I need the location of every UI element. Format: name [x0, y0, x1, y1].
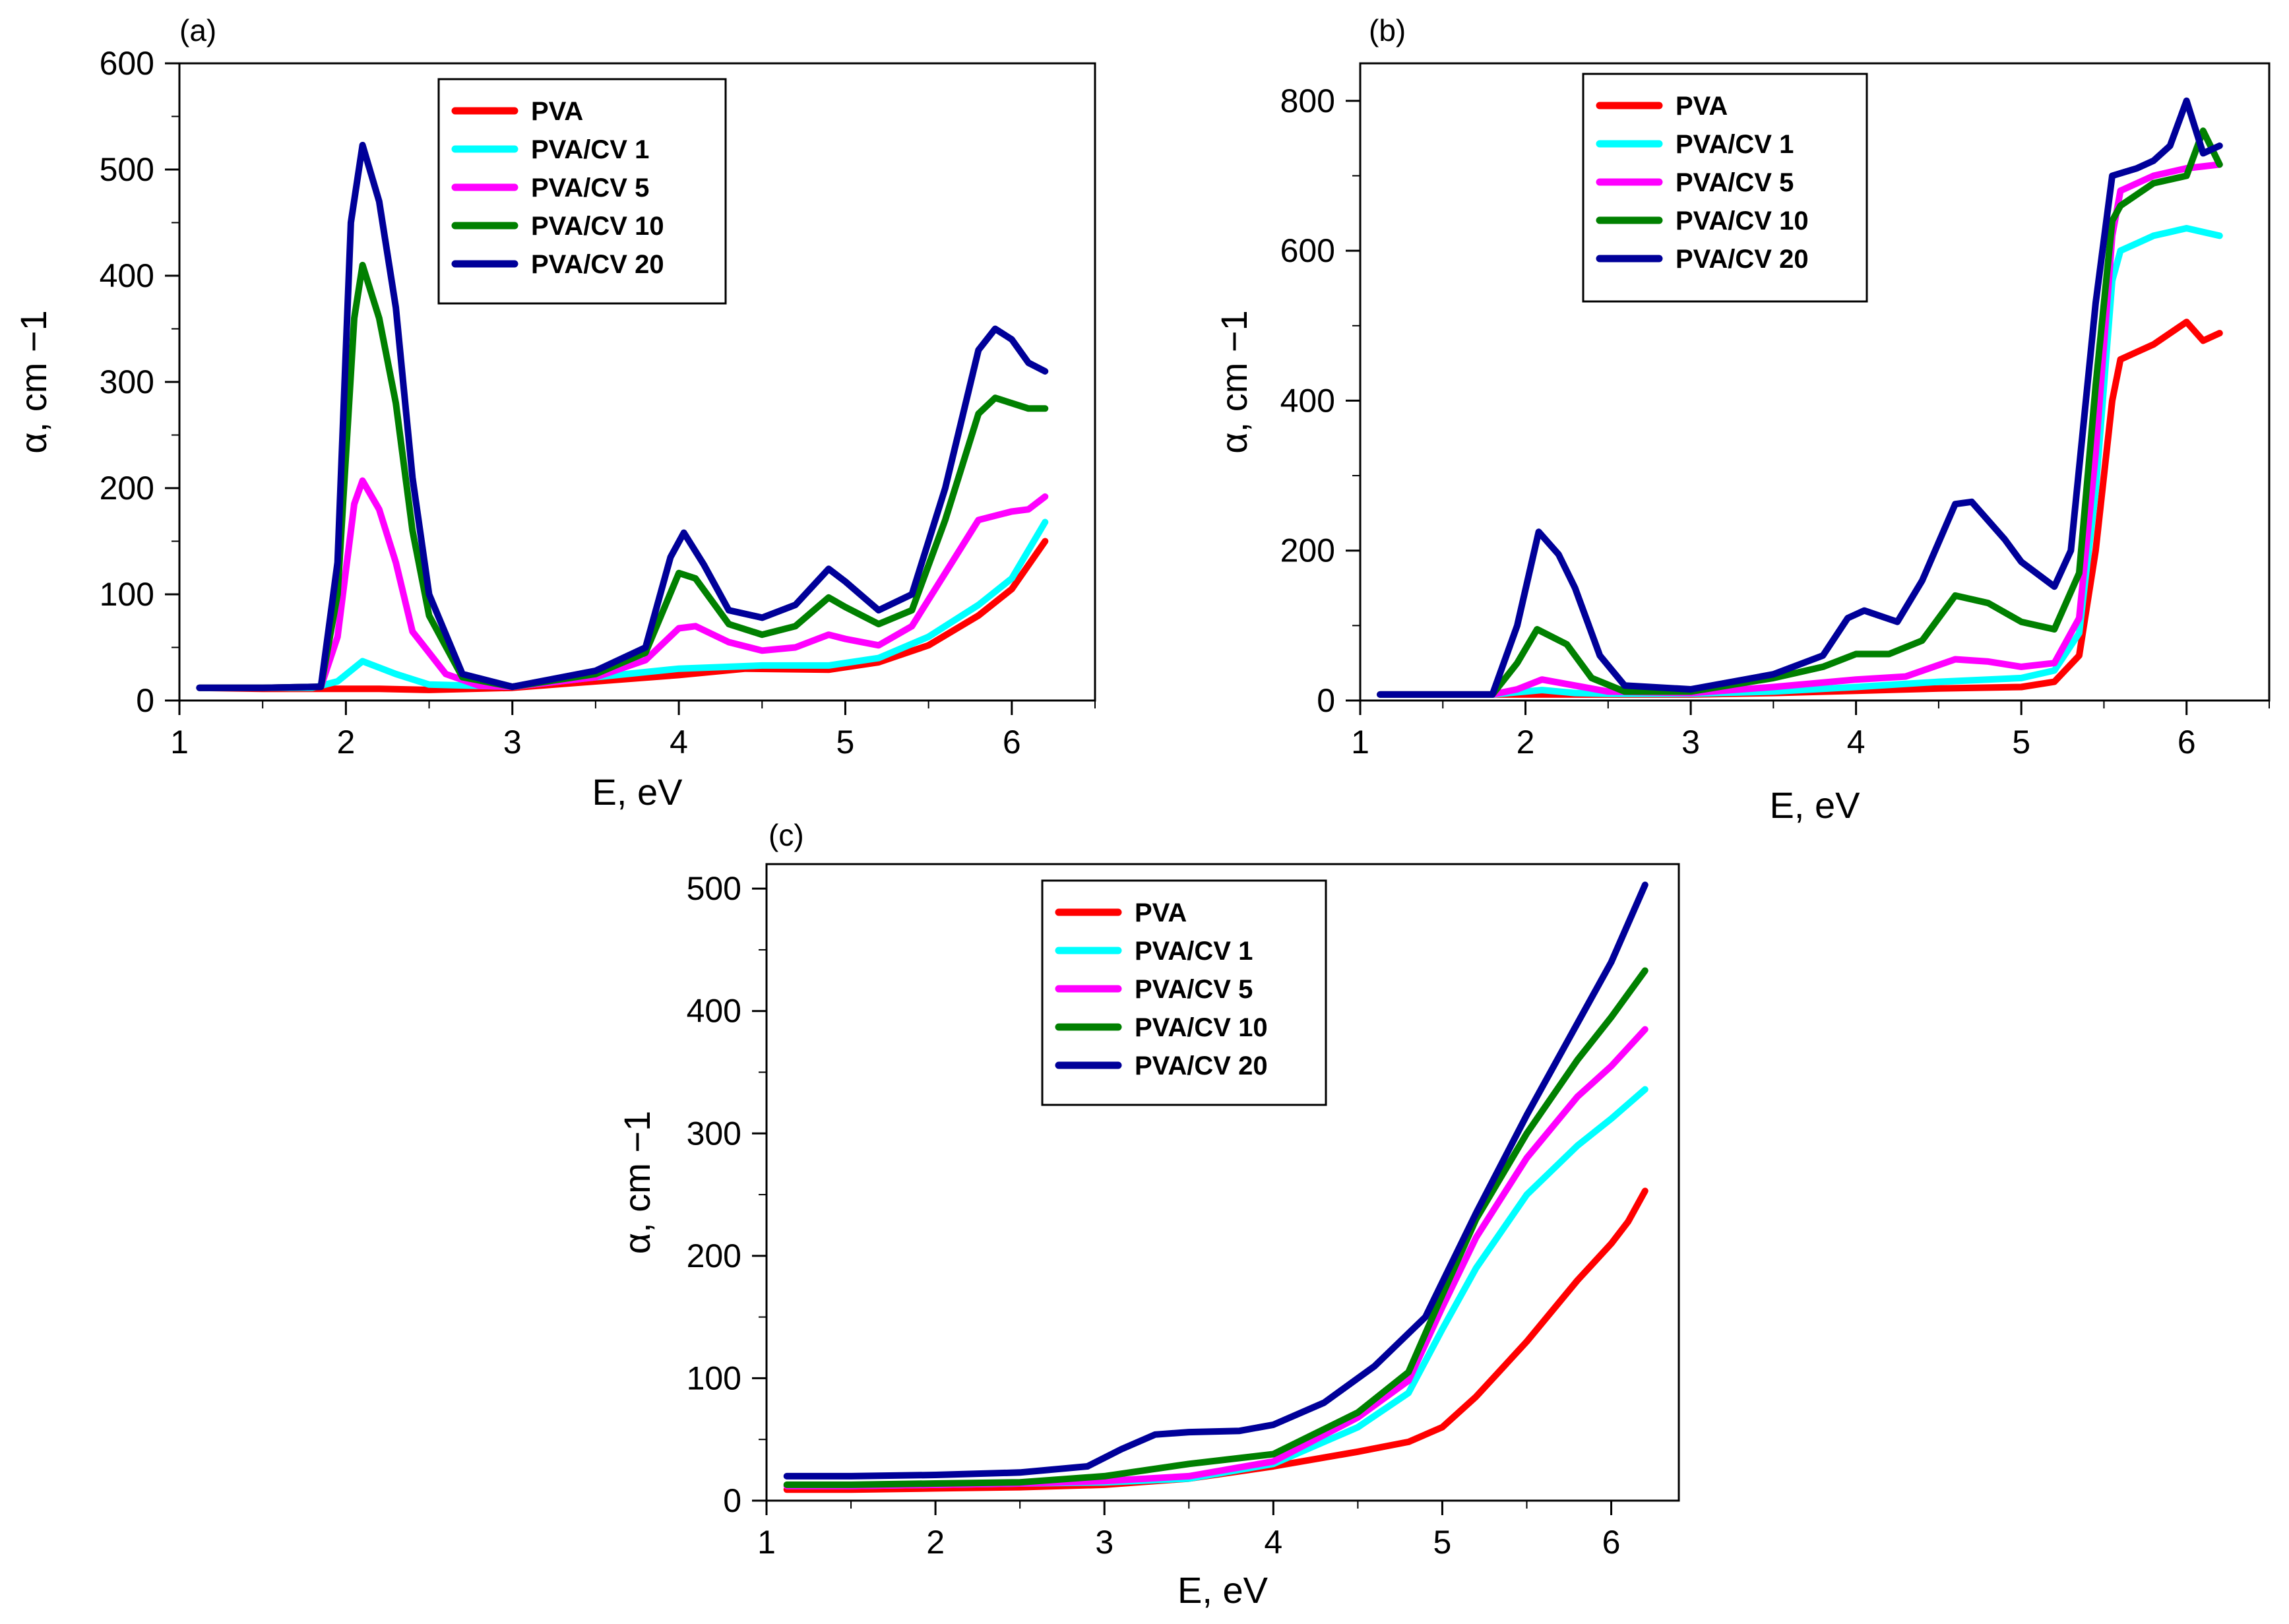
legend-entry: PVA/CV 1: [531, 135, 649, 164]
series-line-1: [783, 1187, 1648, 1493]
y-axis-label: α, cm −1: [1213, 310, 1255, 454]
x-tick-label: 5: [836, 724, 855, 761]
legend-entry: PVA/CV 20: [1135, 1051, 1268, 1080]
legend-entry: PVA/CV 10: [1135, 1013, 1268, 1042]
y-axis-label: α, cm −1: [616, 1111, 658, 1255]
series-line-2: [1377, 225, 2223, 698]
legend-entry: PVA/CV 5: [1676, 168, 1794, 197]
legend-entry: PVA/CV 10: [531, 212, 664, 241]
legend: PVA PVA/CV 1 PVA/CV 5 PVA/CV 10 PVA/CV 20: [1041, 879, 1327, 1106]
y-tick-label: 400: [100, 257, 154, 294]
x-tick-label: 2: [336, 724, 355, 761]
panel-label: (a): [179, 13, 216, 47]
series-line-4: [1377, 127, 2223, 698]
y-tick-label: 600: [1280, 232, 1335, 269]
series-line-1: [196, 538, 1049, 693]
y-tick-label: 200: [1280, 532, 1335, 569]
x-tick-label: 5: [1433, 1524, 1452, 1561]
legend-entry: PVA/CV 20: [1676, 245, 1809, 274]
x-tick-label: 4: [670, 724, 688, 761]
x-axis-label: E, eV: [1770, 784, 1861, 826]
y-tick-label: 0: [136, 682, 154, 719]
legend-box: [1582, 73, 1868, 303]
y-tick-label: 600: [100, 45, 154, 82]
x-tick-label: 6: [1602, 1524, 1621, 1561]
x-tick-label: 6: [1003, 724, 1021, 761]
chart-panel-1: (a) 1 2 3 4 5 6 0 100 200 300 400 500 600 E, eV α, cm −…: [13, 13, 1096, 813]
y-tick-label: 0: [1317, 682, 1335, 719]
legend-entry: PVA/CV 5: [531, 173, 649, 203]
legend: PVA PVA/CV 1 PVA/CV 5 PVA/CV 10 PVA/CV 20: [1582, 73, 1868, 303]
x-tick-label: 6: [2178, 724, 2196, 761]
panel-label: (c): [768, 818, 804, 852]
y-tick-label: 500: [100, 151, 154, 188]
y-tick-label: 200: [100, 470, 154, 507]
series-line-5: [196, 142, 1049, 691]
x-tick-label: 3: [503, 724, 522, 761]
series-line-4: [783, 967, 1648, 1488]
y-tick-label: 400: [1280, 382, 1335, 419]
plot-frame: [1359, 62, 2271, 702]
y-tick-label: 800: [1280, 82, 1335, 119]
legend-entry: PVA: [531, 97, 583, 126]
y-tick-label: 300: [687, 1115, 741, 1152]
series-line-5: [1377, 97, 2223, 698]
chart-panel-3: (c) 1 2 3 4 5 6 0 100 200 300 400 500 E, eV α, cm −1 PV…: [616, 818, 1680, 1611]
y-axis-label: α, cm −1: [13, 310, 54, 454]
legend-entry: PVA/CV 1: [1135, 937, 1253, 966]
legend-entry: PVA/CV 20: [531, 250, 664, 279]
y-tick-label: 100: [687, 1359, 741, 1396]
x-tick-label: 3: [1681, 724, 1700, 761]
legend-entry: PVA: [1676, 92, 1728, 121]
y-tick-label: 0: [723, 1482, 741, 1519]
x-axis-label: E, eV: [1177, 1569, 1269, 1611]
x-tick-label: 2: [926, 1524, 945, 1561]
x-tick-label: 4: [1847, 724, 1866, 761]
x-tick-label: 5: [2012, 724, 2030, 761]
y-tick-label: 100: [100, 576, 154, 613]
y-tick-label: 500: [687, 870, 741, 907]
panel-label: (b): [1369, 13, 1406, 47]
series-line-3: [196, 477, 1049, 691]
legend-entry: PVA/CV 1: [1676, 130, 1794, 159]
y-tick-label: 300: [100, 363, 154, 400]
y-tick-label: 200: [687, 1237, 741, 1274]
x-tick-label: 4: [1264, 1524, 1282, 1561]
legend-entry: PVA: [1135, 898, 1187, 927]
x-tick-label: 1: [1351, 724, 1369, 761]
plot-frame: [765, 863, 1680, 1502]
legend-entry: PVA/CV 5: [1135, 975, 1253, 1004]
x-tick-label: 2: [1517, 724, 1535, 761]
series-line-5: [783, 881, 1648, 1480]
x-tick-label: 1: [170, 724, 189, 761]
y-tick-label: 400: [687, 993, 741, 1030]
legend-entry: PVA/CV 10: [1676, 206, 1809, 235]
x-axis-label: E, eV: [592, 771, 683, 813]
x-tick-label: 1: [757, 1524, 776, 1561]
x-tick-label: 3: [1095, 1524, 1113, 1561]
series-line-4: [196, 261, 1049, 691]
legend: PVA PVA/CV 1 PVA/CV 5 PVA/CV 10 PVA/CV 20: [437, 78, 727, 305]
